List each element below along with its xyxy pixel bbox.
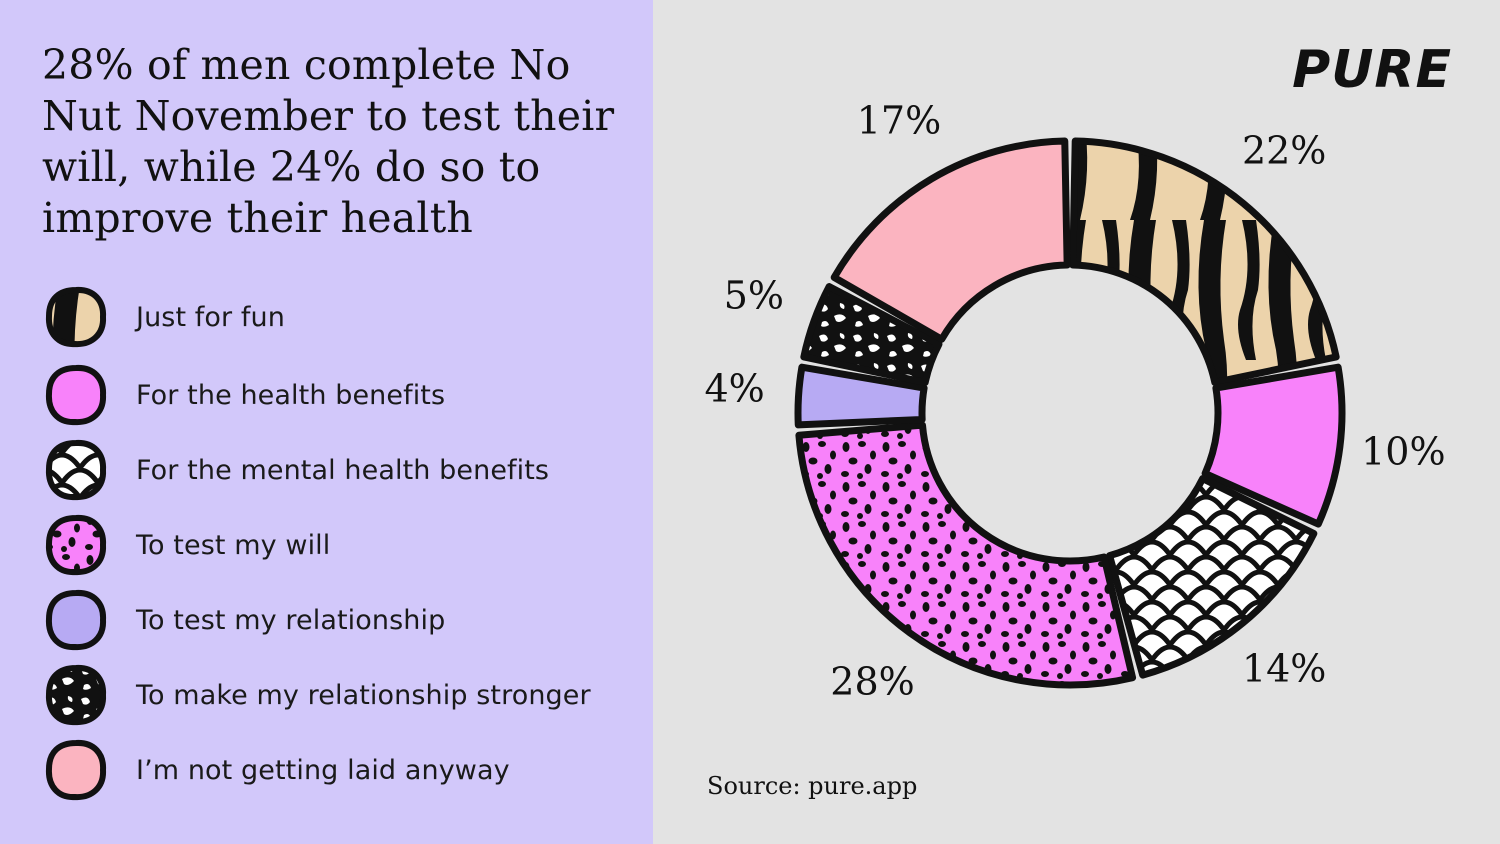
legend-swatch-solid-icon: [45, 589, 107, 651]
donut-slice-i-m-not-getting-laid-anyway: [830, 137, 1071, 343]
legend-label: For the health benefits: [136, 380, 446, 411]
donut-slice-to-make-my-relationship-stronger: [800, 283, 943, 386]
donut-slice-to-test-my-relationship: [794, 363, 928, 429]
legend-label: To test my will: [136, 530, 331, 561]
source-note: Source: pure.app: [707, 772, 918, 800]
legend-label: Just for fun: [136, 302, 285, 333]
slice-value-label-to-make-my-relationship-stronger: 5%: [724, 274, 784, 318]
slice-value-label-for-the-health-benefits: 10%: [1361, 430, 1445, 474]
legend-label: For the mental health benefits: [136, 455, 550, 486]
slice-value-label-to-test-my-will: 28%: [830, 659, 914, 703]
legend-swatch-solid-icon: [45, 364, 107, 426]
slice-value-label-for-the-mental-health-benefits: 14%: [1242, 646, 1326, 690]
legend-swatch-solid-icon: [45, 739, 107, 801]
legend-label: To make my relationship stronger: [136, 680, 591, 711]
left-panel: 28% of men complete No Nut November to t…: [0, 0, 653, 844]
donut-chart: 22% 10% 14% 28% 4% 5% 17%: [705, 98, 1446, 703]
legend-swatch-splatter-icon: [45, 664, 107, 726]
legend-label: I’m not getting laid anyway: [136, 755, 510, 786]
donut-slice-for-the-health-benefits: [1201, 363, 1346, 528]
donut-slice-just-for-fun: [1069, 137, 1340, 386]
donut-slice-to-test-my-will: [795, 421, 1137, 689]
brand-logo: PURE: [1292, 40, 1452, 100]
donut-slice-for-the-mental-health-benefits: [1106, 475, 1318, 679]
legend-swatch-dots-icon: [45, 514, 107, 576]
legend-label: To test my relationship: [136, 605, 446, 636]
legend-swatch-tiger-icon: [45, 286, 107, 348]
headline: 28% of men complete No Nut November to t…: [42, 41, 615, 242]
legend-swatch-scales-icon: [45, 439, 107, 501]
slice-value-label-i-m-not-getting-laid-anyway: 17%: [857, 98, 941, 142]
slice-value-label-to-test-my-relationship: 4%: [705, 366, 765, 410]
slice-value-label-just-for-fun: 22%: [1242, 129, 1326, 173]
